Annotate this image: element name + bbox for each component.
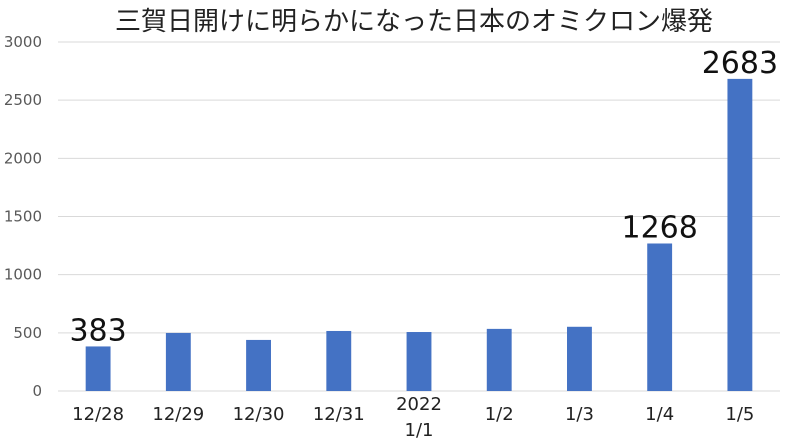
y-axis-tick-labels: 0 500 1000 1500 2000 2500 3000 <box>4 33 42 400</box>
bar <box>406 332 432 391</box>
bar <box>165 332 191 391</box>
x-axis-tick-labels: 12/28 12/29 12/30 12/31 2022 1/1 1/2 1/3 1/4 1/5 <box>72 394 754 441</box>
x-tick-label: 1/5 <box>725 404 754 425</box>
data-label: 383 <box>69 313 126 348</box>
y-tick-label: 2500 <box>4 91 42 109</box>
x-tick-label: 2022 1/1 <box>396 394 442 441</box>
x-tick-label: 1/3 <box>565 404 594 425</box>
x-tick-label: 12/29 <box>152 404 204 425</box>
bar <box>727 78 753 391</box>
bar <box>647 243 673 391</box>
bar <box>567 326 592 391</box>
x-tick-label: 12/28 <box>72 404 124 425</box>
x-tick-label: 1/4 <box>645 404 674 425</box>
y-tick-label: 1500 <box>4 208 42 226</box>
x-tick-label: 1/2 <box>485 404 514 425</box>
data-labels: 383 1268 2683 <box>69 46 778 349</box>
bars <box>85 78 753 391</box>
y-tick-label: 3000 <box>4 33 42 51</box>
y-tick-label: 500 <box>13 324 42 342</box>
bar <box>326 330 352 391</box>
y-tick-label: 0 <box>32 382 42 400</box>
bar <box>486 328 512 391</box>
data-label: 2683 <box>702 46 778 81</box>
bar <box>246 339 271 391</box>
bar <box>85 346 111 391</box>
chart-title: 三賀日開けに明らかになった日本のオミクロン爆発 <box>115 7 713 37</box>
data-label: 1268 <box>621 210 697 245</box>
x-tick-label: 12/30 <box>233 404 285 425</box>
gridlines <box>58 41 780 392</box>
y-tick-label: 2000 <box>4 149 42 167</box>
x-tick-label: 12/31 <box>313 404 365 425</box>
y-tick-label: 1000 <box>4 266 42 284</box>
